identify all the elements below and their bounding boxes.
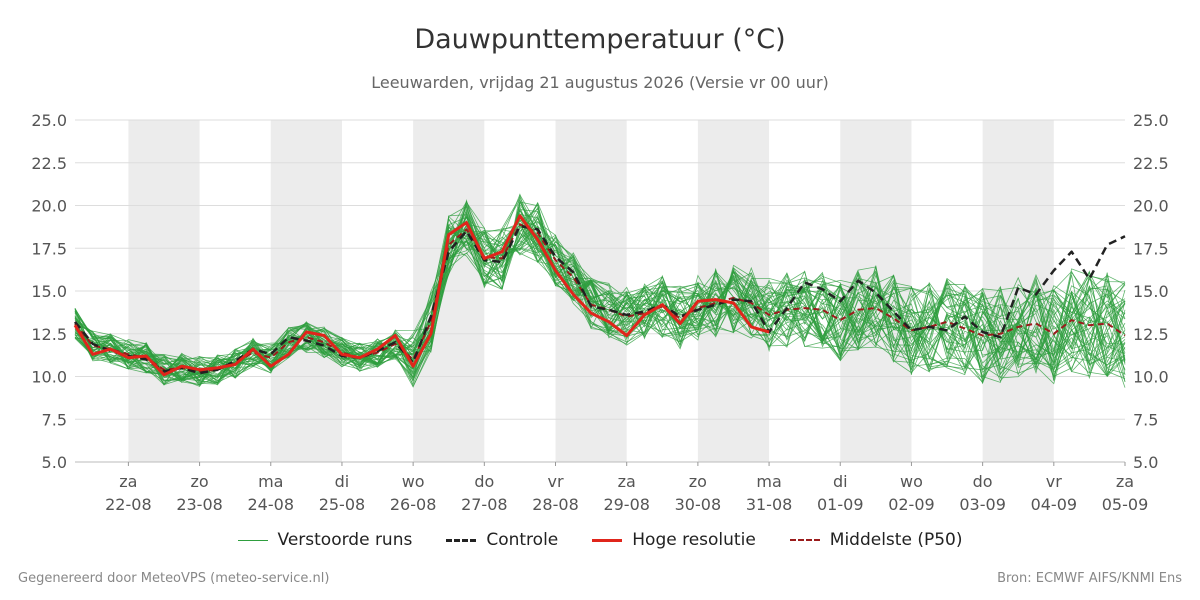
ensemble-member-line [74, 220, 1126, 381]
ensemble-member-line [74, 225, 1126, 372]
x-tick-date: 27-08 [461, 495, 508, 514]
y-tick-right: 25.0 [1133, 111, 1169, 130]
x-tick-day: ma [258, 472, 283, 491]
x-tick-date: 23-08 [176, 495, 223, 514]
legend-item-ensemble[interactable]: Verstoorde runs [237, 530, 413, 550]
main-series [73, 214, 1126, 377]
series-line-hoge-resolutie [73, 214, 770, 377]
y-tick-right: 15.0 [1133, 282, 1169, 301]
ensemble-member-line [74, 216, 1126, 382]
y-tick-left: 7.5 [42, 410, 67, 429]
y-tick-left: 17.5 [31, 239, 67, 258]
axes: 5.0 5.0 7.5 7.5 10.0 10.0 12.5 12.5 15.0 15.0 17.5… [31, 111, 1168, 514]
ensemble-member-line [74, 215, 1126, 379]
legend: Verstoorde runs Controle Hoge resolutie … [0, 530, 1200, 550]
x-tick-date: 25-08 [319, 495, 366, 514]
y-tick-right: 10.0 [1133, 368, 1169, 387]
y-tick-right: 20.0 [1133, 197, 1169, 216]
footer-credit: Gegenereerd door MeteoVPS (meteo-service… [18, 571, 330, 586]
y-tick-left: 25.0 [31, 111, 67, 130]
x-tick-date: 29-08 [603, 495, 650, 514]
x-tick-date: 01-09 [817, 495, 864, 514]
legend-label-ensemble: Verstoorde runs [277, 530, 413, 550]
ensemble-member-line [74, 201, 1126, 386]
x-tick-day: do [474, 472, 494, 491]
x-tick-day: vr [547, 472, 563, 491]
y-tick-left: 10.0 [31, 368, 67, 387]
ensemble-lines [74, 193, 1126, 388]
x-tick-date: 30-08 [675, 495, 722, 514]
legend-swatch-control [446, 538, 477, 542]
y-tick-left: 22.5 [31, 154, 67, 173]
x-tick-day: zo [689, 472, 707, 491]
x-tick-day: do [973, 472, 993, 491]
y-tick-right: 5.0 [1133, 453, 1158, 472]
ensemble-member-line [74, 213, 1126, 383]
y-tick-right: 7.5 [1133, 410, 1158, 429]
y-tick-left: 12.5 [31, 325, 67, 344]
x-tick-day: di [335, 472, 350, 491]
x-tick-day: za [1116, 472, 1134, 491]
legend-label-median: Middelste (P50) [829, 530, 963, 550]
chart-subtitle: Leeuwarden, vrijdag 21 augustus 2026 (Ve… [371, 73, 829, 92]
y-tick-right: 17.5 [1133, 239, 1169, 258]
x-tick-date: 02-09 [888, 495, 935, 514]
x-tick-day: za [119, 472, 137, 491]
legend-label-control: Controle [486, 530, 559, 550]
ensemble-member-line [74, 209, 1126, 385]
x-tick-date: 26-08 [390, 495, 437, 514]
legend-swatch-hires [592, 538, 623, 542]
legend-item-hires[interactable]: Hoge resolutie [592, 530, 756, 550]
x-tick-day: di [833, 472, 848, 491]
legend-item-control[interactable]: Controle [446, 530, 558, 550]
x-tick-date: 28-08 [532, 495, 579, 514]
legend-swatch-ensemble [237, 539, 268, 541]
ensemble-member-line [74, 205, 1126, 380]
legend-item-median[interactable]: Middelste (P50) [789, 530, 963, 550]
x-tick-day: wo [402, 472, 425, 491]
y-tick-right: 12.5 [1133, 325, 1169, 344]
x-tick-date: 31-08 [746, 495, 793, 514]
x-tick-day: ma [756, 472, 781, 491]
legend-swatch-median [789, 539, 820, 541]
y-tick-left: 5.0 [42, 453, 67, 472]
x-tick-day: vr [1046, 472, 1062, 491]
x-tick-date: 24-08 [248, 495, 295, 514]
x-tick-date: 04-09 [1031, 495, 1078, 514]
x-tick-date: 03-09 [959, 495, 1006, 514]
ensemble-member-line [74, 205, 1126, 385]
x-tick-day: za [618, 472, 636, 491]
ensemble-member-line [74, 223, 1126, 379]
footer-source: Bron: ECMWF AIFS/KNMI Ens [997, 571, 1182, 586]
y-tick-left: 20.0 [31, 197, 67, 216]
chart-title: Dauwpunttemperatuur (°C) [414, 24, 786, 55]
y-tick-right: 22.5 [1133, 154, 1169, 173]
x-tick-day: wo [900, 472, 923, 491]
ensemble-member-line [74, 200, 1126, 380]
legend-label-hires: Hoge resolutie [632, 530, 756, 550]
x-tick-date: 22-08 [105, 495, 152, 514]
x-tick-date: 05-09 [1102, 495, 1149, 514]
x-tick-day: zo [190, 472, 208, 491]
y-tick-left: 15.0 [31, 282, 67, 301]
